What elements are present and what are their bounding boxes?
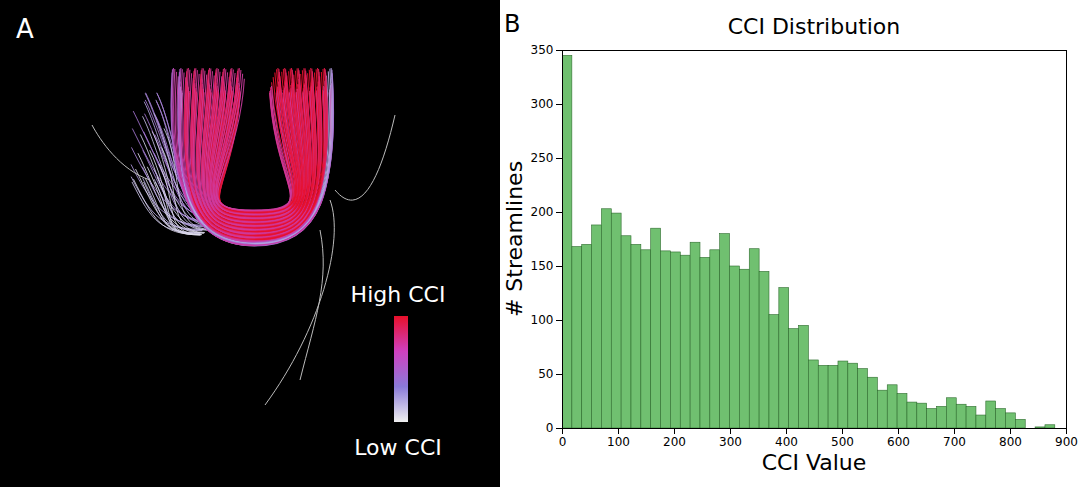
html-text:# Streamlines: # Streamlines	[501, 160, 527, 318]
svg-text:900: 900	[1055, 435, 1078, 449]
svg-text:800: 800	[999, 435, 1022, 449]
svg-text:Low CCI: Low CCI	[354, 435, 442, 460]
svg-text:A: A	[16, 14, 34, 44]
svg-text:100: 100	[531, 313, 554, 327]
svg-text:600: 600	[887, 435, 910, 449]
html-text:CCI Value: CCI Value	[761, 450, 867, 475]
svg-text:200: 200	[663, 435, 686, 449]
svg-text:200: 200	[531, 205, 554, 219]
svg-text:100: 100	[607, 435, 630, 449]
svg-text:500: 500	[831, 435, 854, 449]
svg-text:300: 300	[719, 435, 742, 449]
svg-text:400: 400	[775, 435, 798, 449]
svg-text:300: 300	[531, 97, 554, 111]
svg-text:0: 0	[546, 421, 554, 435]
svg-text:250: 250	[531, 151, 554, 165]
html-text:B: B	[504, 10, 521, 38]
html-text:CCI Distribution: CCI Distribution	[727, 14, 901, 39]
svg-text:High CCI: High CCI	[351, 282, 446, 307]
svg-text:50: 50	[538, 367, 553, 381]
svg-text:350: 350	[531, 43, 554, 57]
svg-text:700: 700	[943, 435, 966, 449]
svg-text:150: 150	[531, 259, 554, 273]
svg-text:0: 0	[559, 435, 567, 449]
